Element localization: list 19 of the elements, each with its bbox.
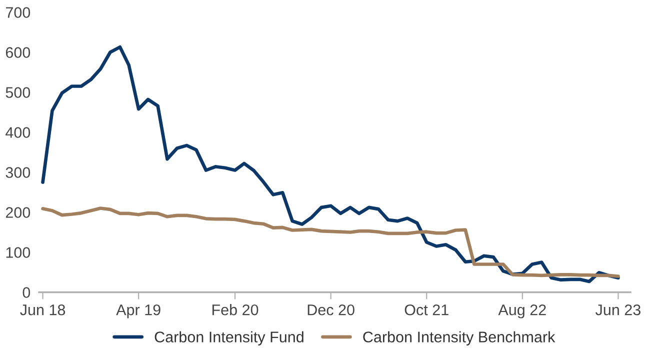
x-tick-label: Aug 22: [498, 304, 546, 318]
y-tick-label: 300: [6, 167, 30, 178]
y-tick-label: 100: [6, 247, 30, 258]
y-tick-label: 500: [6, 87, 30, 98]
legend-label: Carbon Intensity Benchmark: [363, 331, 556, 346]
legend-label: Carbon Intensity Fund: [154, 331, 304, 346]
y-tick-label: 200: [6, 207, 30, 218]
y-tick-label: 600: [6, 47, 30, 58]
x-tick-label: Feb 20: [212, 304, 258, 316]
x-tick-label: Oct 21: [404, 304, 448, 316]
y-tick-label: 400: [6, 127, 30, 138]
x-tick-label: Apr 19: [116, 304, 160, 318]
x-tick-label: Jun 23: [596, 304, 640, 316]
x-tick-label: Jun 18: [20, 304, 66, 316]
line-series: [41, 206, 620, 278]
y-tick-label: 700: [6, 7, 30, 18]
x-tick-label: Dec 20: [308, 304, 354, 316]
line-series: [41, 45, 620, 284]
y-tick-label: 0: [22, 287, 30, 298]
